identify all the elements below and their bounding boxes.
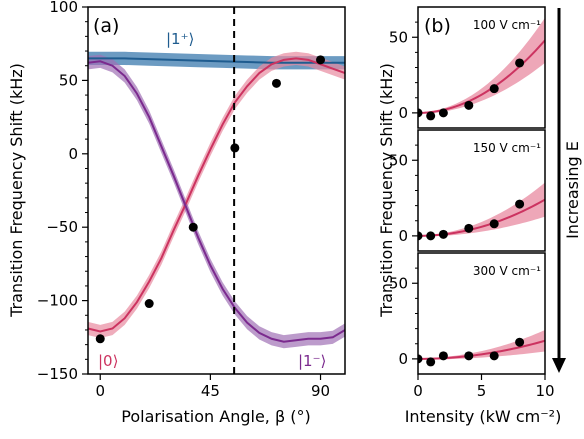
- y-tick-label: 50: [389, 274, 408, 292]
- field-strength-label: 150 V cm⁻¹: [473, 141, 541, 155]
- panel-b-plot-area: 100 V cm⁻¹ 150 V cm⁻¹ 300 V cm⁻¹: [417, 6, 546, 375]
- y-tick-label: −100: [37, 292, 78, 310]
- y-tick-label: 0: [68, 145, 78, 163]
- series-line-1: [87, 57, 346, 333]
- x-tick-label: 90: [311, 382, 330, 400]
- data-point: [426, 111, 436, 121]
- field-strength-label: 300 V cm⁻¹: [473, 264, 541, 278]
- series-line-2: [87, 60, 346, 343]
- data-point: [515, 199, 525, 209]
- data-point: [464, 351, 474, 361]
- data-point: [438, 108, 448, 118]
- subplot-2: 300 V cm⁻¹: [417, 252, 546, 375]
- panel-a-plot-area: [87, 7, 346, 374]
- y-tick-label: 100: [49, 0, 78, 16]
- x-tick-label: 5: [477, 382, 487, 400]
- data-point: [144, 299, 154, 309]
- data-point: [426, 231, 436, 241]
- data-point: [464, 223, 474, 233]
- fit-band: [418, 329, 545, 360]
- data-point: [464, 100, 474, 110]
- data-point: [316, 55, 326, 65]
- series-label-1-plus: |1⁺⟩: [166, 30, 194, 48]
- y-tick-label: 0: [398, 227, 408, 245]
- data-point: [515, 58, 525, 68]
- x-tick-label: 0: [95, 382, 105, 400]
- data-point: [489, 84, 499, 94]
- panel-a: (a) |1⁺⟩ |0⟩ |1⁻⟩ Polarisation Angle, β …: [7, 0, 346, 426]
- subplot-data: [418, 182, 545, 241]
- x-tick-label: 45: [201, 382, 220, 400]
- y-tick-label: 0: [398, 104, 408, 122]
- y-tick-label: −50: [46, 218, 78, 236]
- data-point: [418, 231, 423, 241]
- fit-line: [418, 339, 545, 360]
- series-line-0: [88, 57, 345, 64]
- increasing-e-label: Increasing E: [563, 141, 582, 239]
- data-point: [418, 108, 423, 118]
- series-label-0: |0⟩: [98, 352, 118, 370]
- panel-a-ticks: −150 −100 −50 0 50 100 0 45 90: [37, 0, 330, 400]
- subplot-1: 150 V cm⁻¹: [417, 129, 546, 252]
- panel-a-x-axis-label: Polarisation Angle, β (°): [121, 407, 311, 426]
- field-strength-label: 100 V cm⁻¹: [473, 18, 541, 32]
- panel-b-tag: (b): [424, 15, 451, 37]
- panel-b-ticks: 0 50 0 50 0 50 0 5 10: [389, 21, 555, 400]
- subplot-data: [418, 329, 545, 367]
- data-point: [188, 222, 198, 232]
- y-tick-label: 50: [59, 71, 78, 89]
- x-tick-label: 0: [413, 382, 423, 400]
- y-tick-label: 0: [398, 350, 408, 368]
- fit-band: [418, 182, 545, 237]
- data-point: [438, 351, 448, 361]
- subplot-data: [418, 17, 545, 121]
- data-point: [95, 334, 105, 344]
- data-point: [426, 357, 436, 367]
- x-tick-label: 10: [535, 382, 554, 400]
- panel-b-y-axis-label: Transition Frequency Shift (kHz): [377, 63, 396, 318]
- data-point: [438, 229, 448, 239]
- panel-a-tag: (a): [93, 15, 119, 37]
- panel-a-y-axis-label: Transition Frequency Shift (kHz): [7, 63, 26, 318]
- data-point: [418, 354, 423, 364]
- series-label-1-minus: |1⁻⟩: [298, 352, 326, 370]
- data-point: [230, 143, 240, 153]
- y-tick-label: 50: [389, 28, 408, 46]
- y-tick-label: −150: [37, 365, 78, 383]
- subplot-0: 100 V cm⁻¹: [417, 6, 546, 129]
- data-point: [489, 219, 499, 229]
- data-point: [515, 337, 525, 347]
- panel-a-frame: [87, 6, 346, 375]
- data-point: [271, 78, 281, 88]
- data-point: [489, 351, 499, 361]
- increasing-e-arrowhead: [552, 358, 566, 373]
- series-band-2: [88, 54, 345, 349]
- panel-b-x-axis-label: Intensity (kW cm⁻²): [405, 407, 562, 426]
- series-band-1: [88, 51, 345, 339]
- y-tick-label: 50: [389, 151, 408, 169]
- panel-b: 100 V cm⁻¹ 150 V cm⁻¹ 300 V cm⁻¹ (b) Inten…: [377, 6, 582, 426]
- increasing-e-indicator: Increasing E: [552, 8, 582, 373]
